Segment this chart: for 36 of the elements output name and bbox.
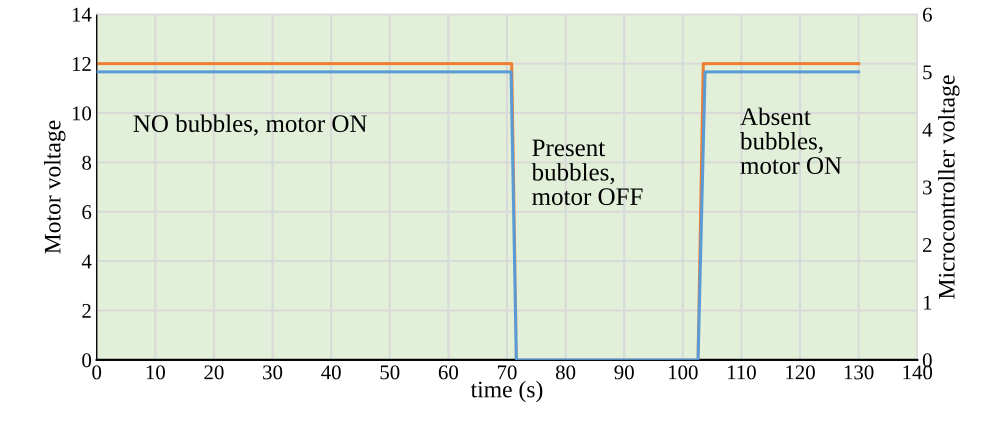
- x-tick-label: 20: [204, 365, 224, 380]
- y-axis-title: Motor voltage: [44, 120, 66, 254]
- x-tick-label: 120: [786, 365, 815, 380]
- x-tick-label: 70: [498, 365, 517, 380]
- y2-tick-label: 6: [922, 8, 932, 22]
- y-tick-label: 14: [72, 8, 92, 22]
- y-tick-label: 10: [72, 106, 92, 120]
- x-tick-label: 130: [844, 365, 874, 380]
- annotation: NO bubbles, motor ON: [134, 114, 367, 136]
- annotation: Present bubbles, motor OFF: [532, 140, 643, 206]
- y2-tick-label: 2: [923, 238, 932, 252]
- y-tick-label: 0: [82, 353, 92, 368]
- x-tick-label: 50: [380, 365, 400, 380]
- x-axis-title: time (s): [470, 380, 542, 402]
- x-tick-label: 80: [556, 365, 576, 380]
- y-tick-label: 6: [82, 205, 92, 220]
- x-tick-label: 30: [263, 365, 282, 380]
- y-tick-label: 8: [82, 156, 92, 170]
- y2-tick-label: 0: [922, 353, 932, 368]
- x-tick-label: 110: [728, 365, 756, 380]
- x-tick-label: 10: [146, 365, 165, 380]
- y2-tick-label: 4: [922, 122, 932, 137]
- x-tick-label: 140: [903, 365, 932, 380]
- y-tick-label: 4: [82, 254, 92, 268]
- y-tick-label: 12: [72, 57, 91, 71]
- x-tick-label: 0: [92, 365, 102, 380]
- x-tick-label: 60: [438, 365, 458, 380]
- y2-tick-label: 1: [924, 296, 932, 310]
- y-tick-label: 2: [82, 304, 91, 318]
- x-tick-label: 100: [669, 365, 698, 380]
- annotation: Absent bubbles, motor ON: [740, 108, 842, 174]
- y2-axis-title: Microcontroller voltage: [938, 75, 960, 299]
- y2-tick-label: 5: [923, 65, 932, 80]
- x-tick-label: 90: [614, 365, 634, 380]
- x-tick-label: 40: [321, 365, 341, 380]
- y2-tick-label: 3: [923, 180, 932, 194]
